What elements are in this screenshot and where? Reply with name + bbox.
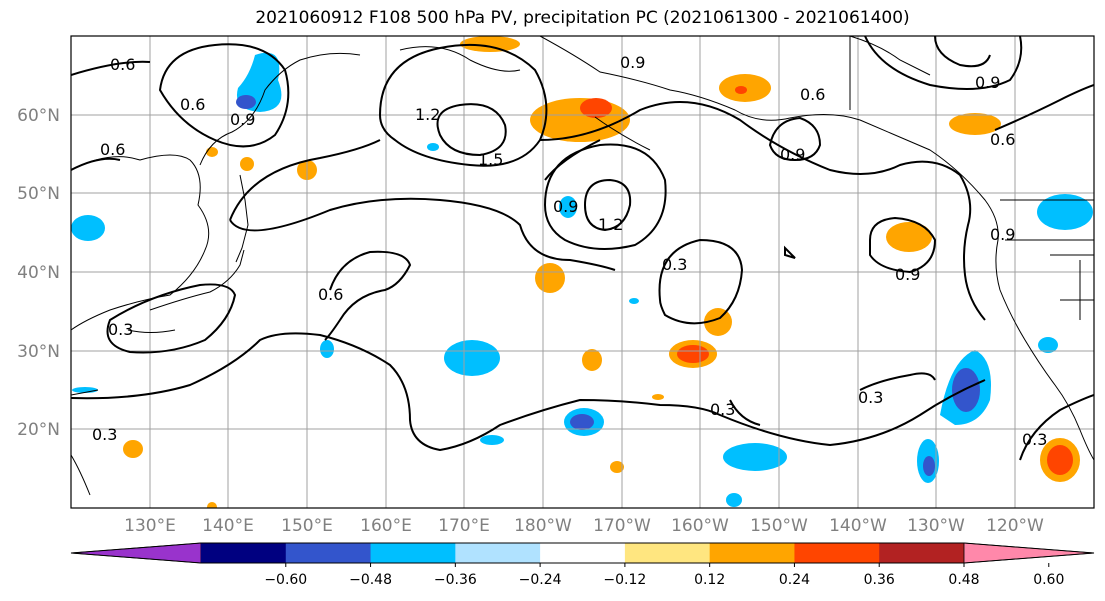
colorbar-tick-label: 0.12 (694, 572, 725, 588)
colorbar-tick-label: 0.48 (948, 572, 979, 588)
coastlines (71, 36, 1094, 508)
contour-label: 0.3 (92, 425, 117, 444)
contour-label: 0.3 (858, 388, 883, 407)
contour-label: 1.2 (598, 215, 623, 234)
colorbar-tick-label: 0.24 (779, 572, 810, 588)
colorbar-swatch (201, 543, 287, 563)
colorbar-tick-label: 0.36 (864, 572, 895, 588)
colorbar-swatch (540, 543, 626, 563)
colorbar: −0.60 −0.48 −0.36 −0.24 −0.12 0.12 0.24 0.36 0.4… (70, 542, 1095, 588)
lon-label: 130°E (124, 516, 176, 536)
contour-label: 1.5 (478, 150, 503, 169)
contour-label: 0.6 (800, 85, 825, 104)
lon-label: 140°E (202, 516, 254, 536)
contour-label: 0.3 (1022, 430, 1047, 449)
map-contents (71, 36, 1094, 508)
contour-label: 0.6 (318, 285, 343, 304)
map-border (70, 35, 1095, 509)
lat-label-50n: 50°N (17, 184, 60, 204)
colorbar-swatch (285, 543, 372, 563)
lat-label-20n: 20°N (17, 420, 60, 440)
contour-label: 0.6 (180, 95, 205, 114)
colorbar-swatch (370, 543, 456, 563)
contour-label: 0.9 (780, 145, 805, 164)
precip-positive-areas (123, 36, 1080, 508)
contour-label: 0.3 (108, 320, 133, 339)
colorbar-tick-label: −0.36 (434, 572, 477, 588)
lon-label: 150°W (750, 516, 808, 536)
lon-label: 150°E (281, 516, 333, 536)
contour-label: 1.2 (415, 105, 440, 124)
colorbar-swatch (794, 543, 880, 563)
lon-label: 130°W (907, 516, 965, 536)
contour-label: 0.3 (662, 255, 687, 274)
contour-label: 0.9 (620, 53, 645, 72)
colorbar-tick-label: −0.24 (519, 572, 562, 588)
longitude-labels: 130°E 140°E 150°E 160°E 170°E 180°W 170°… (124, 516, 1044, 536)
colorbar-swatch (709, 543, 795, 563)
contour-label: 0.6 (100, 140, 125, 159)
lat-label-40n: 40°N (17, 263, 60, 283)
colorbar-tick-label: −0.48 (349, 572, 392, 588)
lon-label: 160°E (360, 516, 412, 536)
contour-label: 0.6 (990, 130, 1015, 149)
contour-label: 0.9 (975, 73, 1000, 92)
contour-label: 0.9 (230, 110, 255, 129)
contour-label: 0.9 (895, 265, 920, 284)
lat-label-60n: 60°N (17, 106, 60, 126)
graticule (71, 36, 1094, 508)
colorbar-tick-label: 0.60 (1033, 572, 1064, 588)
colorbar-tick-label: −0.60 (264, 572, 307, 588)
lat-label-30n: 30°N (17, 342, 60, 362)
contour-label: 0.3 (710, 400, 735, 419)
contour-label: 0.9 (990, 225, 1015, 244)
precip-negative-areas (71, 52, 1093, 507)
lon-label: 170°W (593, 516, 651, 536)
colorbar-swatch (624, 543, 711, 563)
colorbar-tick-label: −0.12 (603, 572, 646, 588)
lon-label: 170°E (438, 516, 490, 536)
lon-label: 160°W (671, 516, 729, 536)
lon-label: 140°W (829, 516, 887, 536)
colorbar-extend-high (963, 542, 1095, 564)
contour-labels: 0.6 0.6 0.9 1.2 1.5 0.9 0.6 0.9 0.6 0.9 … (92, 53, 1047, 449)
colorbar-swatch (455, 543, 541, 563)
lon-label: 120°W (986, 516, 1044, 536)
lon-label: 180°W (514, 516, 572, 536)
contour-label: 0.9 (553, 197, 578, 216)
latitude-labels: 60°N 50°N 40°N 30°N 20°N (17, 106, 60, 440)
colorbar-extend-low (70, 542, 202, 564)
colorbar-swatch (879, 543, 965, 563)
map-title: 2021060912 F108 500 hPa PV, precipitatio… (255, 8, 910, 28)
colorbar-outline (70, 542, 1095, 564)
contour-label: 0.6 (110, 55, 135, 74)
pv-contours (71, 36, 1094, 461)
